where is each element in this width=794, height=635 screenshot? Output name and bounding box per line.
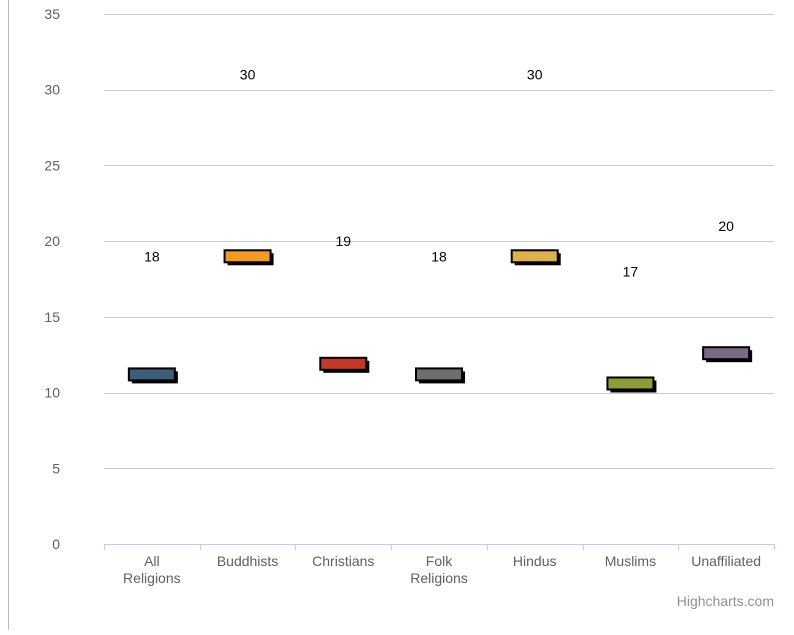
x-tick-label: All Religions	[123, 553, 181, 586]
data-marker[interactable]	[223, 249, 272, 264]
x-tick-label: Unaffiliated	[691, 553, 761, 569]
y-tick-label: 20	[44, 233, 60, 249]
data-marker[interactable]	[702, 346, 751, 361]
data-marker[interactable]	[127, 367, 176, 382]
x-tick-label: Folk Religions	[410, 553, 468, 586]
y-axis-tick-labels: 0 5 10 15 20 25 30 35	[44, 6, 60, 552]
x-tick-label: Muslims	[605, 553, 656, 569]
credit-text[interactable]: Highcharts.com	[677, 593, 774, 609]
data-marker[interactable]	[510, 249, 559, 264]
data-marker[interactable]	[606, 376, 655, 391]
y-tick-label: 25	[44, 157, 60, 173]
y-tick-label: 5	[52, 460, 60, 476]
data-marker[interactable]	[319, 356, 368, 371]
y-tick-label: 30	[44, 82, 60, 98]
grid-lines	[104, 14, 774, 469]
y-tick-label: 15	[44, 309, 60, 325]
data-label: 17	[623, 263, 639, 279]
data-label: 20	[718, 218, 734, 234]
data-label: 19	[335, 233, 351, 249]
y-tick-label: 0	[52, 536, 60, 552]
x-tick-label: Christians	[312, 553, 374, 569]
data-marker[interactable]	[415, 367, 463, 382]
data-markers	[127, 249, 753, 393]
x-axis: All Religions Buddhists Christians Folk Relig…	[104, 544, 775, 586]
data-label: 30	[240, 67, 256, 83]
x-tick-label: Hindus	[513, 553, 557, 569]
y-tick-label: 35	[44, 6, 60, 22]
x-tick-label: Buddhists	[217, 553, 278, 569]
data-labels: 18 30 19 18 30 17 20	[144, 67, 734, 280]
data-label: 18	[431, 248, 447, 264]
data-label: 18	[144, 248, 160, 264]
data-label: 30	[527, 67, 543, 83]
y-tick-label: 10	[44, 385, 60, 401]
